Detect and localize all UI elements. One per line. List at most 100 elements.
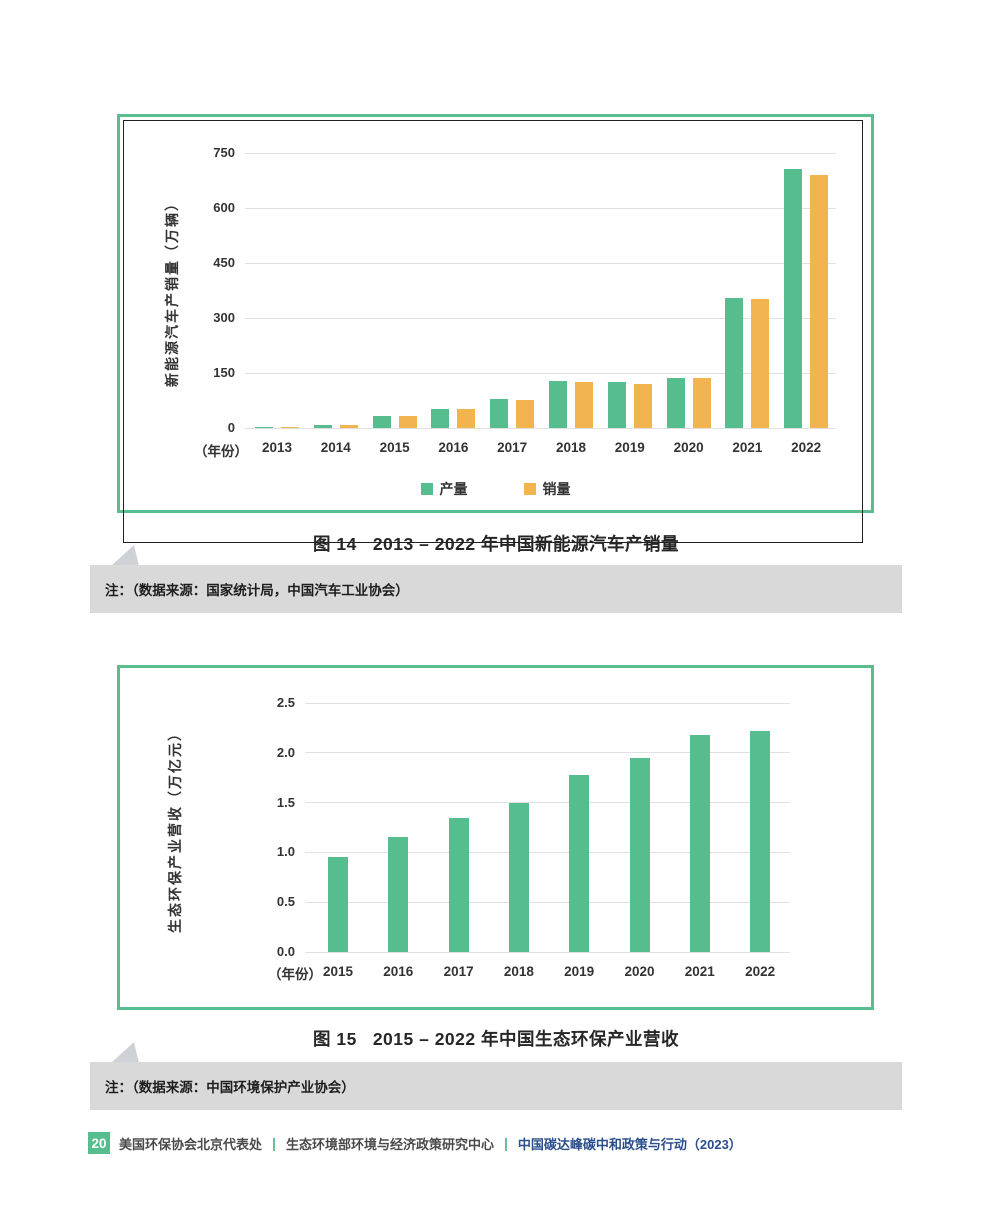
chart1-xtick-2013: 2013	[261, 440, 293, 455]
footer-separator: |	[503, 1135, 508, 1151]
chart2-bar-value-2015	[328, 857, 348, 952]
chart2-xtick-2018: 2018	[503, 964, 534, 979]
figure15-caption-label: 图 15	[312, 1029, 357, 1049]
chart1-bar-production-2014	[313, 425, 332, 428]
chart1-bar-sales-2018	[575, 381, 593, 428]
chart1-ytick-450: 450	[213, 255, 235, 270]
chart1-bar-production-2013	[255, 427, 273, 428]
chart1-bar-production-2016	[431, 409, 450, 428]
chart1-ytick-300: 300	[213, 310, 235, 325]
chart2-bar-value-2021	[689, 734, 710, 952]
chart1-xtick-2019: 2019	[614, 440, 645, 455]
chart1-bar-production-2021	[725, 298, 744, 428]
chart2-xtick-2020: 2020	[624, 964, 655, 979]
figure14-green-frame	[117, 114, 874, 513]
legend-label-production: 产量	[439, 481, 468, 497]
chart2-year-axis-prefix: （年份）	[268, 967, 322, 982]
chart1-bar-sales-2016	[457, 409, 476, 428]
chart2-bar-value-2017	[448, 817, 469, 952]
chart1-bar-sales-2022	[810, 175, 829, 428]
figure15-caption-title: 2015 – 2022 年中国生态环保产业营收	[372, 1029, 679, 1049]
footer-org1: 美国环保协会北京代表处	[119, 1136, 263, 1152]
chart1-xtick-2014: 2014	[320, 440, 351, 455]
chart2-ytick-2.5: 2.5	[276, 695, 295, 710]
chart1-bar-sales-2019	[633, 383, 652, 428]
chart1-xtick-2018: 2018	[555, 440, 587, 455]
chart1-gridline-150	[245, 372, 836, 374]
chart1-bar-sales-2017	[516, 399, 535, 428]
footer-org2: 生态环境部环境与经济政策研究中心	[285, 1136, 494, 1152]
chart2-y-axis-title: 生态环保产业营收（万亿元）	[167, 725, 183, 933]
chart1-bar-sales-2014	[339, 425, 358, 428]
figure14-note-text: 注：（数据来源：国家统计局，中国汽车工业协会）	[105, 583, 409, 598]
page-footer: 20 美国环保协会北京代表处 | 生态环境部环境与经济政策研究中心 | 中国碳达…	[88, 1132, 742, 1154]
footer-report-title: 中国碳达峰碳中和政策与行动（2023）	[517, 1136, 742, 1152]
chart1-xtick-2022: 2022	[791, 440, 822, 455]
chart1-xtick-2017: 2017	[497, 440, 528, 455]
chart1-xtick-2015: 2015	[379, 440, 410, 455]
figure15-note-text: 注：（数据来源：中国环境保护产业协会）	[105, 1080, 355, 1095]
chart2-plot-area: 0.0 0.5 1.0 1.5 2.0 2.5 2015 2016 2017 2018 2019 20…	[277, 695, 790, 979]
chart1-bar-production-2017	[490, 398, 509, 428]
chart1-bar-sales-2021	[751, 298, 770, 428]
chart1-gridline-750	[245, 152, 836, 154]
chart2-bar-value-2020	[629, 757, 650, 952]
chart1-gridline-300	[245, 317, 836, 319]
figure14-caption-label: 图 14	[312, 534, 357, 554]
chart2-gridline-1.5	[305, 802, 790, 804]
chart1-bar-production-2020	[666, 377, 685, 428]
chart2-xtick-2017: 2017	[443, 964, 474, 979]
chart2-gridline-0.5	[305, 901, 790, 903]
chart2-gridline-1	[305, 851, 790, 853]
legend-swatch-sales	[523, 483, 536, 495]
chart1-bar-sales-2015	[398, 415, 417, 428]
chart2-ytick-1.5: 1.5	[276, 794, 295, 810]
chart1-xtick-2016: 2016	[438, 440, 469, 455]
page-number-badge: 20	[88, 1132, 110, 1154]
figure15-note: 注：（数据来源：中国环境保护产业协会）	[90, 1062, 902, 1110]
legend-swatch-production	[420, 483, 433, 495]
chart2-xtick-2016: 2016	[383, 964, 414, 979]
chart2-gridline-2	[305, 752, 790, 754]
chart2-ytick-1: 1.0	[276, 844, 295, 860]
figure14-caption-title: 2013 – 2022 年中国新能源汽车产销量	[372, 534, 679, 554]
chart1-bar-production-2015	[372, 415, 391, 428]
chart1-year-axis-prefix: （年份）	[194, 444, 248, 459]
chart1-bar-production-2019	[607, 382, 626, 428]
chart2-xtick-2022: 2022	[745, 964, 776, 979]
chart2-bar-value-2016	[388, 837, 409, 952]
figure14-inner-frame	[123, 120, 863, 543]
legend-label-sales: 销量	[542, 481, 571, 497]
chart1-ytick-150: 150	[213, 365, 235, 380]
chart2-ytick-2: 2.0	[276, 744, 295, 760]
chart2-bar-value-2022	[750, 730, 771, 952]
figure15-green-frame	[117, 665, 874, 1010]
chart1-gridline-0	[245, 427, 836, 429]
legend-item-production: 产量	[420, 479, 468, 499]
chart1-gridline-450	[245, 262, 836, 264]
chart1-plot-area: 0 150 300 450 600 750 2013 2014 2015 2016 2017 2018…	[213, 145, 836, 455]
legend-item-sales: 销量	[523, 479, 571, 499]
chart2-bar-value-2019	[569, 774, 590, 952]
chart1-xtick-2021: 2021	[732, 440, 763, 455]
chart2-xtick-2021: 2021	[684, 964, 715, 979]
chart1-xtick-2020: 2020	[673, 440, 704, 455]
chart1-bar-production-2018	[549, 381, 567, 428]
figure14-note: 注：（数据来源：国家统计局，中国汽车工业协会）	[90, 565, 902, 613]
chart2-xtick-2015: 2015	[322, 964, 354, 979]
chart2-gridline-2.5	[305, 702, 790, 704]
chart1-bar-sales-2013	[281, 427, 299, 428]
chart1-ytick-600: 600	[213, 200, 235, 215]
chart1-ytick-750: 750	[213, 145, 235, 160]
chart2-gridline-0	[305, 951, 790, 953]
figure15-caption: 图 15 2015 – 2022 年中国生态环保产业营收	[90, 1026, 902, 1051]
footer-separator: |	[272, 1135, 276, 1151]
chart2-bar-value-2018	[508, 802, 529, 952]
chart1-legend: 产量 销量	[117, 479, 874, 499]
chart1-bar-production-2022	[784, 169, 803, 428]
chart1-bar-sales-2020	[692, 377, 711, 428]
figure14-caption: 图 14 2013 – 2022 年中国新能源汽车产销量	[90, 531, 902, 556]
chart1-gridline-600	[245, 207, 836, 209]
chart2-ytick-0.5: 0.5	[276, 894, 295, 910]
